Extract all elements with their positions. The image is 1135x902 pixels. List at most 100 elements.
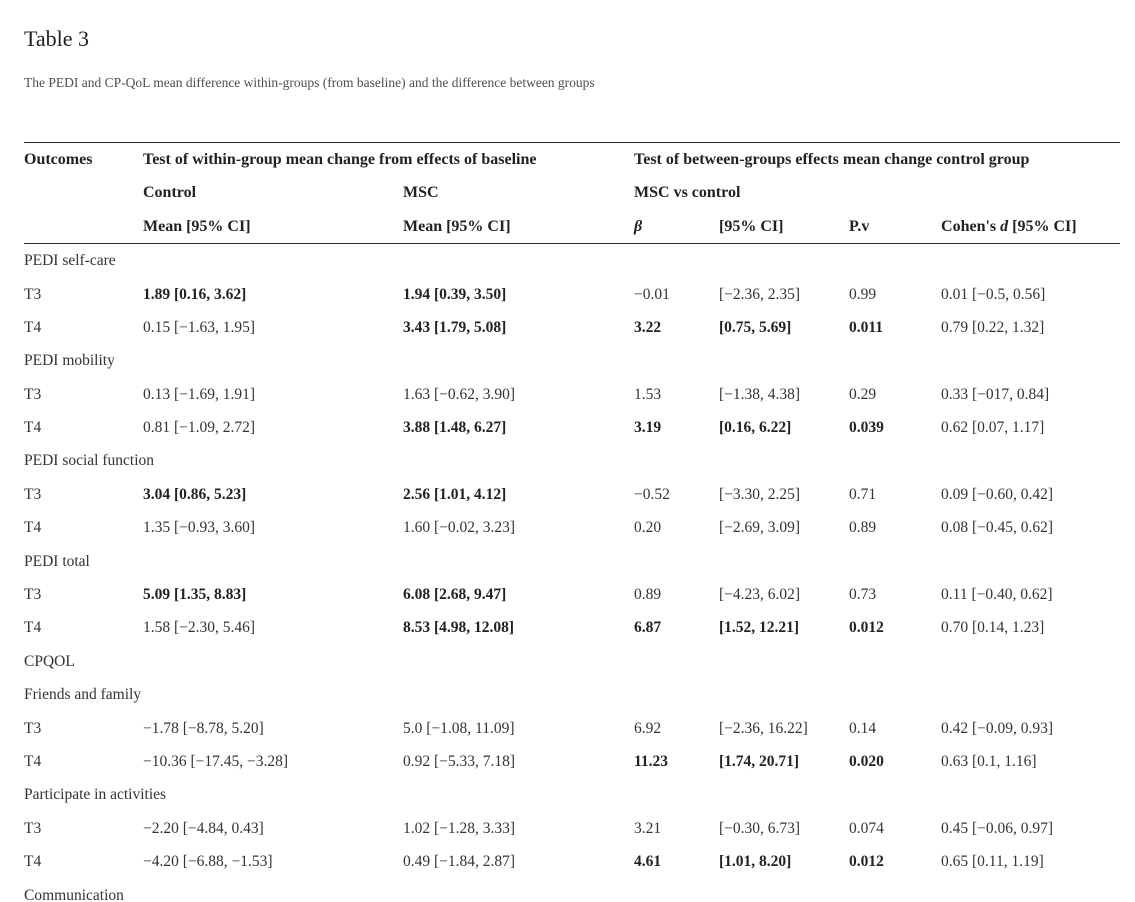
timepoint-label: T3 — [24, 485, 42, 503]
table-header: Outcomes Test of within-group mean chang… — [24, 142, 1121, 244]
value-cell: 5.09 [1.35, 8.83] — [143, 586, 247, 604]
section-label: Communication — [24, 886, 124, 902]
value-cell: 0.08 [−0.45, 0.62] — [941, 519, 1054, 537]
value-cell: [−2.36, 2.35] — [719, 285, 801, 303]
section-row: PEDI mobility — [24, 345, 1120, 378]
table-row: T3 3.04 [0.86, 5.23] 2.56 [1.01, 4.12] −0.5… — [24, 478, 1120, 511]
value-cell: [−0.30, 6.73] — [719, 819, 801, 837]
value-cell: [−4.23, 6.02] — [719, 586, 801, 604]
value-cell: 5.0 [−1.08, 11.09] — [403, 719, 515, 737]
section-row: PEDI total — [24, 545, 1120, 578]
section-row: PEDI self-care — [24, 244, 1120, 278]
value-cell: 1.02 [−1.28, 3.33] — [403, 819, 516, 837]
cohens-d-symbol: d — [1000, 217, 1009, 235]
value-cell: 0.09 [−0.60, 0.42] — [941, 485, 1054, 503]
value-cell: 1.35 [−0.93, 3.60] — [143, 519, 256, 537]
section-row: Friends and family — [24, 679, 1120, 712]
value-cell: 0.63 [0.1, 1.16] — [941, 752, 1037, 770]
table-row: T3 −2.20 [−4.84, 0.43] 1.02 [−1.28, 3.33] 3… — [24, 812, 1120, 845]
timepoint-label: T4 — [24, 419, 42, 437]
table-row: T3 −1.78 [−8.78, 5.20] 5.0 [−1.08, 11.09] 6… — [24, 712, 1120, 745]
value-cell: 0.99 — [849, 285, 877, 303]
timepoint-label: T4 — [24, 752, 42, 770]
value-cell: 0.49 [−1.84, 2.87] — [403, 853, 516, 871]
value-cell: [−1.38, 4.38] — [719, 385, 801, 403]
value-cell: 4.61 — [634, 853, 662, 871]
value-cell: 0.011 — [849, 318, 884, 336]
value-cell: 0.92 [−5.33, 7.18] — [403, 752, 516, 770]
table-row: T3 1.89 [0.16, 3.62] 1.94 [0.39, 3.50] −0.0… — [24, 278, 1120, 311]
timepoint-label: T4 — [24, 519, 42, 537]
empty-header-cell — [24, 210, 143, 244]
value-cell: 1.60 [−0.02, 3.23] — [403, 519, 516, 537]
value-cell: 2.56 [1.01, 4.12] — [403, 485, 507, 503]
timepoint-label: T3 — [24, 385, 42, 403]
value-cell: 3.88 [1.48, 6.27] — [403, 419, 507, 437]
value-cell: 0.71 — [849, 485, 877, 503]
table-caption: The PEDI and CP-QoL mean difference with… — [24, 75, 595, 91]
between-groups-header: Test of between-groups effects mean chan… — [634, 150, 1030, 168]
value-cell: 1.94 [0.39, 3.50] — [403, 285, 507, 303]
value-cell: 0.79 [0.22, 1.32] — [941, 318, 1045, 336]
value-cell: [−2.69, 3.09] — [719, 519, 801, 537]
value-cell: 0.039 — [849, 419, 884, 437]
value-cell: −0.01 — [634, 285, 670, 303]
value-cell: [0.75, 5.69] — [719, 318, 792, 336]
value-cell: −2.20 [−4.84, 0.43] — [143, 819, 264, 837]
table-body: PEDI self-care T3 1.89 [0.16, 3.62] 1.94 [0… — [24, 244, 1120, 902]
value-cell: 6.92 — [634, 719, 662, 737]
section-label: PEDI social function — [24, 452, 155, 470]
value-cell: [1.01, 8.20] — [719, 853, 792, 871]
value-cell: 0.33 [−017, 0.84] — [941, 385, 1050, 403]
value-cell: 8.53 [4.98, 12.08] — [403, 619, 515, 637]
value-cell: 0.70 [0.14, 1.23] — [941, 619, 1045, 637]
value-cell: −0.52 — [634, 485, 670, 503]
value-cell: [1.74, 20.71] — [719, 752, 800, 770]
value-cell: 1.53 — [634, 385, 662, 403]
table-row: T4 1.58 [−2.30, 5.46] 8.53 [4.98, 12.08] 6.… — [24, 612, 1120, 645]
value-cell: −10.36 [−17.45, −3.28] — [143, 752, 289, 770]
value-cell: 0.012 — [849, 853, 884, 871]
value-cell: 0.13 [−1.69, 1.91] — [143, 385, 256, 403]
table-row: T4 −10.36 [−17.45, −3.28] 0.92 [−5.33, 7.1… — [24, 745, 1120, 778]
section-label: CPQOL — [24, 652, 75, 670]
value-cell: 0.29 — [849, 385, 877, 403]
timepoint-label: T3 — [24, 719, 42, 737]
value-cell: 3.21 — [634, 819, 662, 837]
value-cell: 1.89 [0.16, 3.62] — [143, 285, 247, 303]
value-cell: 0.42 [−0.09, 0.93] — [941, 719, 1054, 737]
table-row: T4 0.15 [−1.63, 1.95] 3.43 [1.79, 5.08] 3.2… — [24, 311, 1120, 344]
cohens-d-header: Cohen's d [95% CI] — [941, 210, 1120, 244]
value-cell: 0.15 [−1.63, 1.95] — [143, 318, 256, 336]
beta-header: β — [634, 217, 643, 235]
results-table: Outcomes Test of within-group mean chang… — [24, 141, 1121, 902]
value-cell: 1.58 [−2.30, 5.46] — [143, 619, 256, 637]
value-cell: 0.89 — [849, 519, 877, 537]
value-cell: 0.65 [0.11, 1.19] — [941, 853, 1044, 871]
section-row: Participate in activities — [24, 779, 1120, 812]
timepoint-label: T4 — [24, 619, 42, 637]
section-label: PEDI mobility — [24, 352, 115, 370]
section-row: CPQOL — [24, 645, 1120, 678]
timepoint-label: T4 — [24, 318, 42, 336]
mean-ci-control-header: Mean [95% CI] — [143, 217, 251, 235]
control-header: Control — [143, 184, 197, 202]
value-cell: 0.020 — [849, 752, 884, 770]
header-row-stats: Mean [95% CI] Mean [95% CI] β [95% CI] P… — [24, 210, 1120, 244]
timepoint-label: T4 — [24, 853, 42, 871]
table-row: T3 0.13 [−1.69, 1.91] 1.63 [−0.62, 3.90] 1.… — [24, 378, 1120, 411]
timepoint-label: T3 — [24, 586, 42, 604]
outcomes-header: Outcomes — [24, 150, 93, 168]
cohens-d-prefix: Cohen's — [941, 217, 1001, 235]
value-cell: 0.62 [0.07, 1.17] — [941, 419, 1045, 437]
value-cell: [1.52, 12.21] — [719, 619, 800, 637]
value-cell: −1.78 [−8.78, 5.20] — [143, 719, 264, 737]
msc-vs-control-header: MSC vs control — [634, 184, 741, 202]
mean-ci-msc-header: Mean [95% CI] — [403, 217, 511, 235]
value-cell: 0.73 — [849, 586, 877, 604]
msc-header: MSC — [403, 184, 439, 202]
table-row: T4 −4.20 [−6.88, −1.53] 0.49 [−1.84, 2.87]… — [24, 845, 1120, 878]
value-cell: 3.19 — [634, 419, 662, 437]
section-row: PEDI social function — [24, 445, 1120, 478]
value-cell: [−2.36, 16.22] — [719, 719, 808, 737]
